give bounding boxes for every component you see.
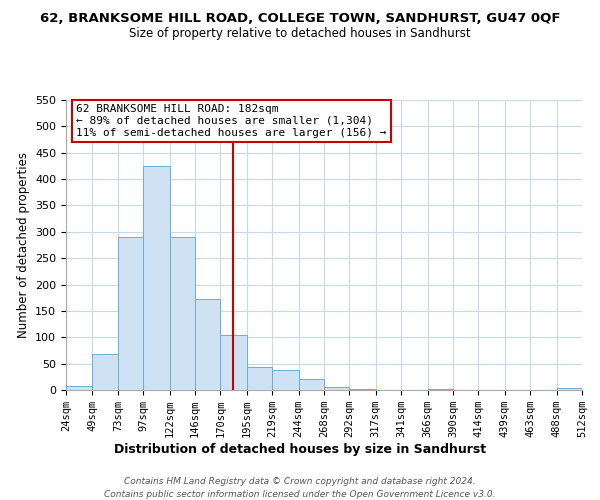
Bar	[247, 368, 272, 390]
Text: 62 BRANKSOME HILL ROAD: 182sqm
← 89% of detached houses are smaller (1,304)
11% : 62 BRANKSOME HILL ROAD: 182sqm ← 89% of …	[76, 104, 387, 138]
Bar	[92, 354, 118, 390]
Text: Contains public sector information licensed under the Open Government Licence v3: Contains public sector information licen…	[104, 490, 496, 499]
Bar	[143, 166, 170, 390]
Bar	[324, 388, 349, 390]
Bar	[272, 370, 299, 390]
Bar	[557, 388, 582, 390]
Text: Distribution of detached houses by size in Sandhurst: Distribution of detached houses by size …	[114, 442, 486, 456]
Text: Size of property relative to detached houses in Sandhurst: Size of property relative to detached ho…	[129, 28, 471, 40]
Bar	[299, 380, 324, 390]
Bar	[170, 237, 195, 390]
Bar	[428, 389, 453, 390]
Y-axis label: Number of detached properties: Number of detached properties	[17, 152, 29, 338]
Bar	[349, 389, 376, 390]
Bar	[66, 386, 92, 390]
Text: Contains HM Land Registry data © Crown copyright and database right 2024.: Contains HM Land Registry data © Crown c…	[124, 478, 476, 486]
Bar	[195, 299, 220, 390]
Bar	[220, 334, 247, 390]
Bar	[118, 237, 143, 390]
Text: 62, BRANKSOME HILL ROAD, COLLEGE TOWN, SANDHURST, GU47 0QF: 62, BRANKSOME HILL ROAD, COLLEGE TOWN, S…	[40, 12, 560, 26]
